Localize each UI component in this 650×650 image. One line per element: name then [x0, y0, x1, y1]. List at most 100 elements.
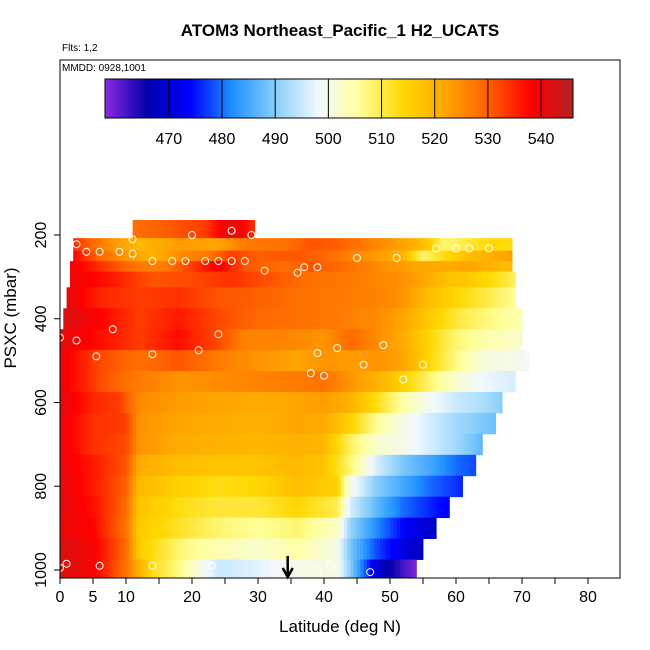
heatmap-cell [188, 287, 193, 309]
heatmap-cell [459, 433, 463, 456]
heatmap-cell [66, 454, 71, 477]
heatmap-cell [310, 559, 315, 578]
heatmap-cell [73, 350, 77, 372]
heatmap-cell [277, 559, 282, 578]
heatmap-cell [89, 538, 94, 560]
heatmap-cell [330, 287, 335, 309]
heatmap-cell [459, 454, 463, 477]
heatmap-cell [426, 475, 430, 498]
heatmap-cell [307, 271, 312, 288]
colorbar-swatch [349, 79, 353, 118]
colorbar-swatch [362, 79, 366, 118]
heatmap-cell [340, 475, 345, 498]
heatmap-cell [432, 475, 437, 498]
heatmap-cell [406, 538, 411, 560]
heatmap-cell [297, 271, 302, 288]
heatmap-cell [436, 271, 440, 288]
heatmap-cell [218, 287, 223, 309]
heatmap-cell [254, 433, 259, 456]
heatmap-cell [165, 496, 170, 519]
heatmap-cell [93, 350, 97, 372]
colorbar-swatch [142, 79, 146, 118]
colorbar-swatch [304, 79, 308, 118]
heatmap-cell [168, 517, 173, 539]
heatmap-cell [347, 517, 351, 539]
heatmap-cell [132, 538, 137, 560]
heatmap-cell [93, 261, 97, 273]
heatmap-cell [221, 475, 226, 498]
heatmap-cell [228, 350, 232, 372]
heatmap-cell [192, 517, 196, 539]
heatmap-cell [139, 371, 143, 393]
heatmap-cell [162, 220, 166, 241]
sample-point [92, 352, 101, 361]
heatmap-cell [205, 392, 209, 414]
heatmap-cell [406, 350, 411, 372]
heatmap-cell [172, 538, 176, 560]
heatmap-cell [244, 433, 249, 456]
heatmap-cell [155, 238, 160, 252]
heatmap-cell [86, 308, 91, 330]
heatmap-cell [340, 238, 345, 252]
heatmap-cell [76, 371, 81, 393]
heatmap-cell [264, 392, 269, 414]
heatmap-cell [317, 392, 322, 414]
heatmap-cell [370, 238, 374, 252]
heatmap-cell [112, 412, 117, 435]
heatmap-cell [479, 261, 483, 273]
heatmap-cell [211, 496, 216, 519]
heatmap-cell [159, 371, 163, 393]
heatmap-cell [304, 538, 308, 560]
heatmap-cell [320, 329, 325, 351]
heatmap-cell [489, 392, 493, 414]
heatmap-cell [439, 454, 444, 477]
heatmap-cell [211, 220, 216, 241]
heatmap-cell [185, 433, 190, 456]
heatmap-cell [129, 454, 133, 477]
heatmap-cell [238, 454, 242, 477]
heatmap-cell [383, 238, 388, 252]
heatmap-cell [300, 261, 305, 273]
heatmap-cell [403, 287, 407, 309]
heatmap-cell [215, 271, 219, 288]
heatmap-cell [360, 287, 364, 309]
heatmap-cell [155, 329, 160, 351]
heatmap-cell [63, 433, 67, 456]
heatmap-cell [178, 433, 183, 456]
heatmap-cell [248, 475, 252, 498]
heatmap-cell [73, 392, 77, 414]
heatmap-cell [396, 261, 401, 273]
heatmap-cell [363, 350, 368, 372]
heatmap-cell [109, 496, 114, 519]
colorbar-swatch [203, 79, 207, 118]
heatmap-cell [162, 496, 166, 519]
heatmap-cell [116, 496, 120, 519]
heatmap-cell [376, 250, 381, 262]
heatmap-cell [195, 475, 199, 498]
heatmap-cell [162, 250, 166, 262]
heatmap-cell [99, 517, 104, 539]
heatmap-cell [274, 250, 279, 262]
colorbar-swatch [285, 79, 289, 118]
heatmap-cell [423, 433, 427, 456]
heatmap-cell [119, 329, 124, 351]
heatmap-cell [320, 412, 325, 435]
heatmap-cell [241, 559, 246, 578]
heatmap-cell [112, 392, 117, 414]
heatmap-cell [429, 350, 434, 372]
heatmap-cell [360, 433, 364, 456]
heatmap-cell [228, 392, 232, 414]
heatmap-cell [436, 250, 440, 262]
heatmap-cell [442, 350, 447, 372]
heatmap-cell [168, 433, 173, 456]
heatmap-cell [264, 538, 269, 560]
heatmap-cell [340, 517, 345, 539]
heatmap-cell [192, 261, 196, 273]
heatmap-cell [145, 454, 150, 477]
heatmap-cell [132, 308, 137, 330]
heatmap-cell [304, 454, 308, 477]
sample-point [399, 375, 408, 384]
heatmap-cell [284, 412, 289, 435]
heatmap-cell [267, 287, 272, 309]
heatmap-cell [300, 538, 305, 560]
